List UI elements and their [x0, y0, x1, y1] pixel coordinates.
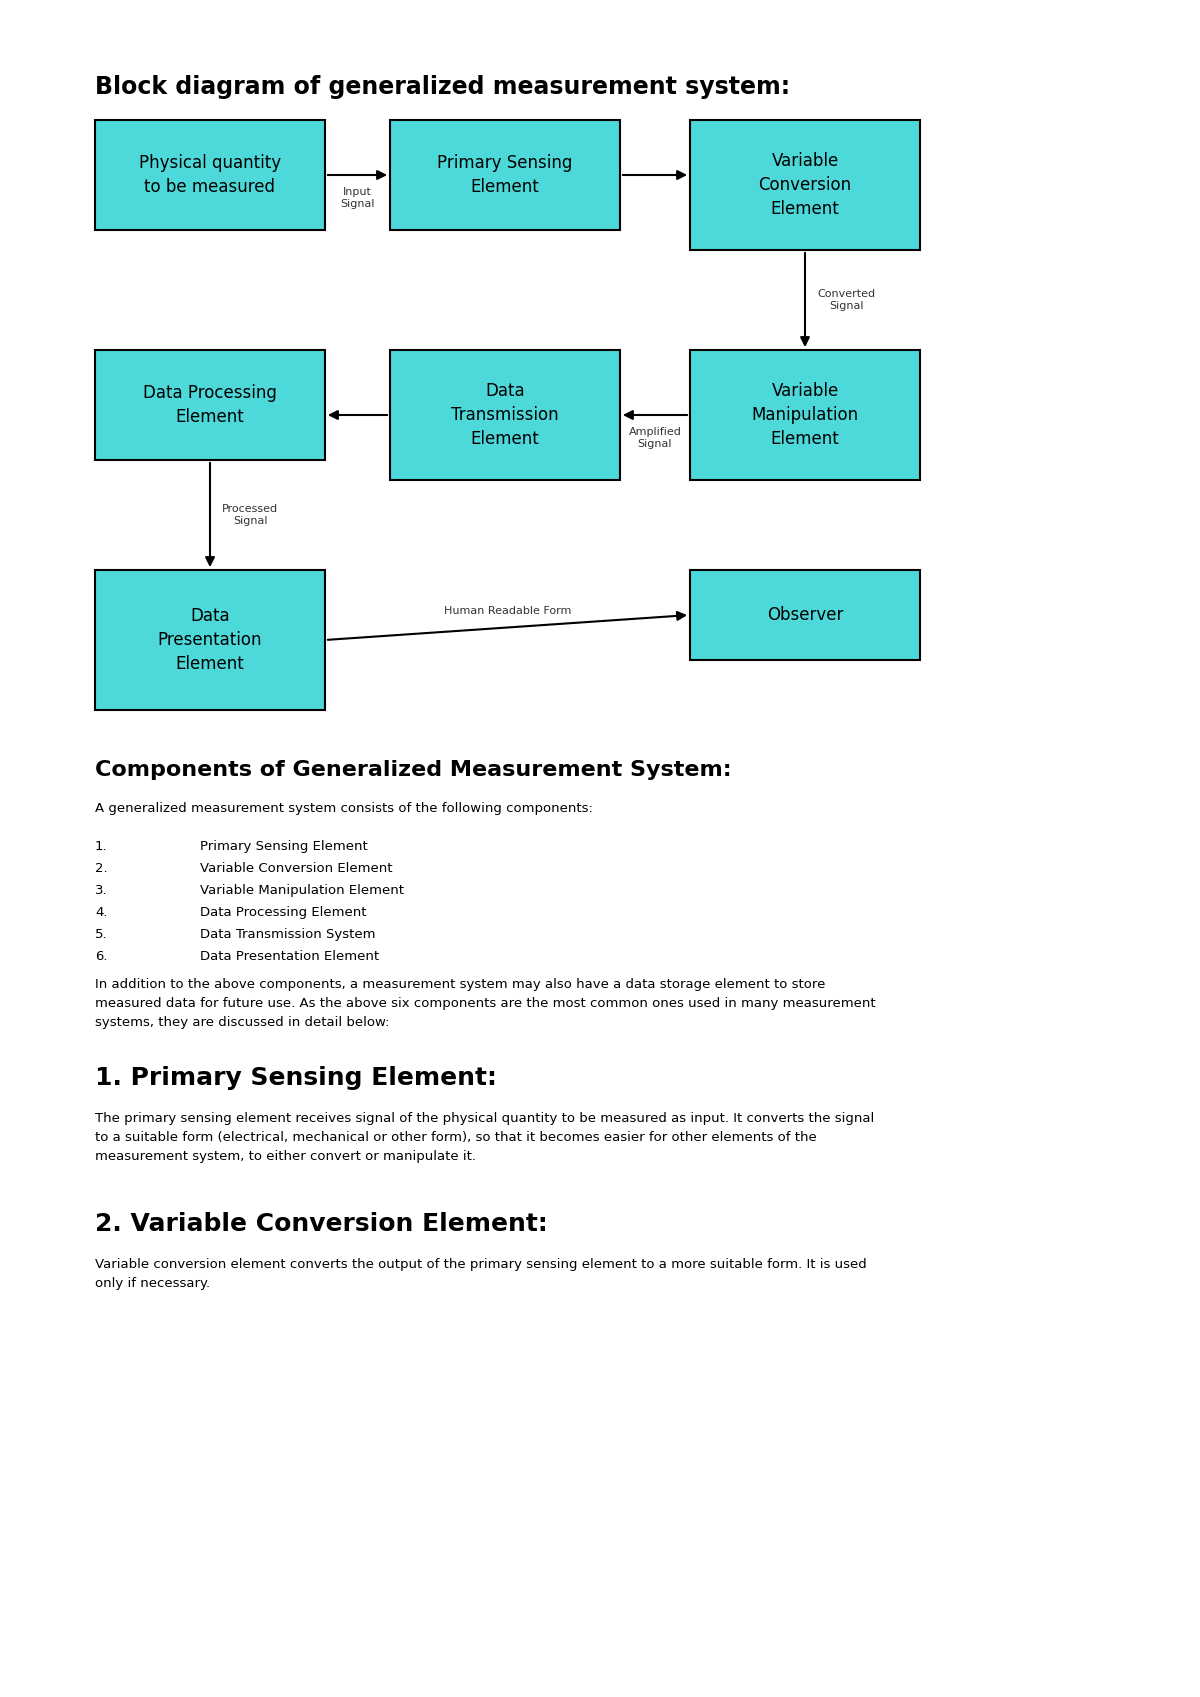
Text: Input
Signal: Input Signal [341, 187, 374, 209]
FancyBboxPatch shape [95, 570, 325, 709]
Text: 2. Variable Conversion Element:: 2. Variable Conversion Element: [95, 1212, 547, 1235]
Text: Components of Generalized Measurement System:: Components of Generalized Measurement Sy… [95, 760, 732, 781]
Text: Block diagram of generalized measurement system:: Block diagram of generalized measurement… [95, 75, 790, 98]
Text: Primary Sensing Element: Primary Sensing Element [200, 840, 367, 854]
Text: Variable Conversion Element: Variable Conversion Element [200, 862, 392, 876]
Text: Data
Presentation
Element: Data Presentation Element [157, 608, 263, 672]
Text: 1. Primary Sensing Element:: 1. Primary Sensing Element: [95, 1066, 497, 1089]
Text: 5.: 5. [95, 928, 108, 942]
Text: Data Processing Element: Data Processing Element [200, 906, 366, 920]
Text: Human Readable Form: Human Readable Form [444, 606, 571, 616]
Text: Data Processing
Element: Data Processing Element [143, 384, 277, 426]
Text: Variable
Conversion
Element: Variable Conversion Element [758, 153, 852, 217]
Text: Amplified
Signal: Amplified Signal [629, 428, 682, 448]
FancyBboxPatch shape [95, 120, 325, 231]
Text: Converted
Signal: Converted Signal [817, 288, 875, 311]
Text: 4.: 4. [95, 906, 108, 920]
FancyBboxPatch shape [95, 350, 325, 460]
Text: Primary Sensing
Element: Primary Sensing Element [437, 154, 572, 195]
Text: 6.: 6. [95, 950, 108, 962]
Text: Variable
Manipulation
Element: Variable Manipulation Element [751, 382, 858, 448]
Text: In addition to the above components, a measurement system may also have a data s: In addition to the above components, a m… [95, 977, 876, 1028]
Text: Data Presentation Element: Data Presentation Element [200, 950, 379, 962]
FancyBboxPatch shape [690, 120, 920, 249]
FancyBboxPatch shape [390, 120, 620, 231]
Text: 1.: 1. [95, 840, 108, 854]
FancyBboxPatch shape [690, 570, 920, 660]
Text: Data Transmission System: Data Transmission System [200, 928, 376, 942]
FancyBboxPatch shape [390, 350, 620, 480]
Text: The primary sensing element receives signal of the physical quantity to be measu: The primary sensing element receives sig… [95, 1112, 875, 1162]
Text: A generalized measurement system consists of the following components:: A generalized measurement system consist… [95, 803, 593, 815]
Text: Physical quantity
to be measured: Physical quantity to be measured [139, 154, 281, 195]
Text: 3.: 3. [95, 884, 108, 898]
Text: 2.: 2. [95, 862, 108, 876]
Text: Processed
Signal: Processed Signal [222, 504, 278, 526]
Text: Data
Transmission
Element: Data Transmission Element [451, 382, 559, 448]
FancyBboxPatch shape [690, 350, 920, 480]
Text: Variable conversion element converts the output of the primary sensing element t: Variable conversion element converts the… [95, 1257, 866, 1290]
Text: Variable Manipulation Element: Variable Manipulation Element [200, 884, 404, 898]
Text: Observer: Observer [767, 606, 844, 624]
